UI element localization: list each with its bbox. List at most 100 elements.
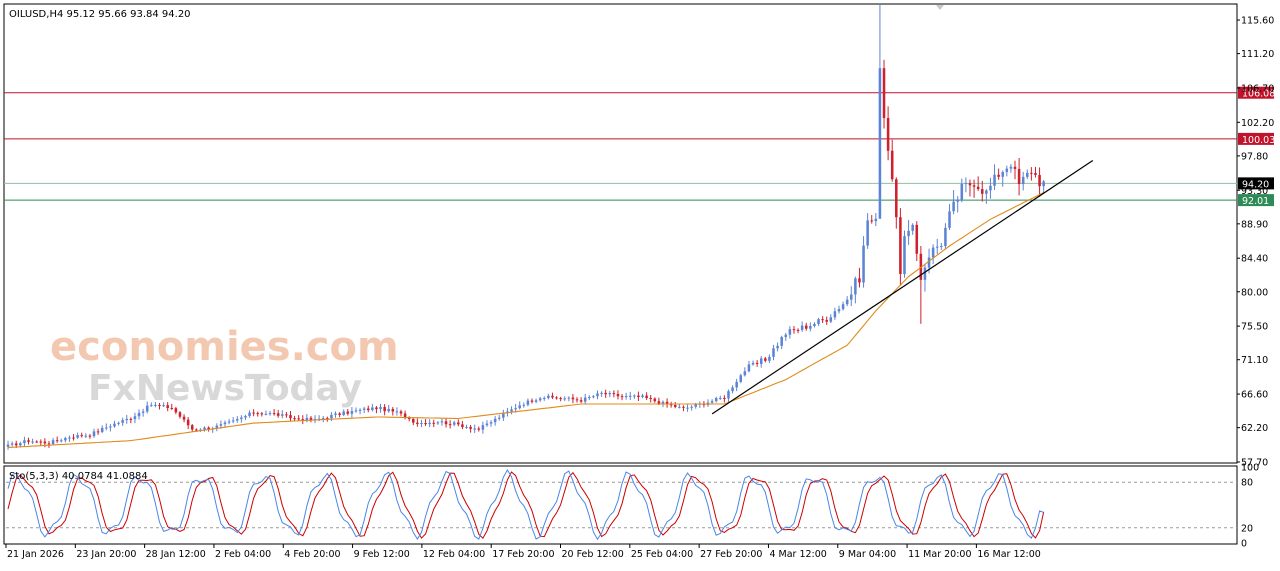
candle-body (223, 422, 227, 425)
stoch-tick-label: 80 (1241, 478, 1253, 489)
candle-body (88, 435, 92, 437)
candle-body (923, 267, 927, 280)
candle-body (244, 416, 247, 418)
candle-body (154, 404, 157, 406)
candle-body (47, 443, 51, 445)
candle-body (841, 304, 845, 310)
candle-body (31, 441, 34, 443)
candle-body (473, 428, 476, 430)
candle-body (170, 407, 174, 409)
candle-body (27, 440, 30, 442)
candle-body (935, 246, 939, 248)
candle-body (956, 199, 959, 202)
candle-body (281, 414, 284, 416)
stoch-tick-label: 20 (1241, 523, 1253, 534)
candle-body (829, 317, 833, 322)
candle-body (870, 220, 874, 222)
candle-body (858, 278, 861, 283)
candle-body (297, 418, 300, 420)
candle-body (608, 393, 612, 395)
candle-body (133, 416, 137, 420)
candle-body (358, 409, 362, 411)
candle-body (776, 345, 779, 349)
candle-body (407, 418, 411, 420)
candle-body (141, 411, 145, 413)
candle-body (555, 397, 558, 399)
candle-body (493, 418, 497, 423)
candle-body (743, 371, 747, 376)
price-panel (3, 3, 1238, 464)
candle-body (420, 422, 423, 424)
candle-body (416, 422, 419, 424)
candle-body (772, 348, 775, 357)
candle-body (952, 201, 955, 212)
candle-body (579, 400, 583, 402)
candle-body (641, 395, 644, 397)
candle-body (792, 329, 796, 331)
candle-body (653, 398, 657, 402)
candle-body (1001, 172, 1004, 177)
candle-body (809, 326, 812, 329)
candle-body (72, 437, 75, 439)
candle-body (109, 426, 112, 428)
candle-body (874, 218, 878, 222)
y-tick-label: 88.90 (1241, 219, 1268, 230)
candle-body (436, 422, 440, 424)
candle-body (1017, 168, 1021, 185)
candle-body (882, 68, 886, 118)
x-tick-label: 4 Feb 20:00 (284, 549, 340, 560)
candle-body (264, 413, 268, 415)
candle-body (514, 408, 517, 410)
candle-body (43, 441, 47, 444)
candle-body (788, 329, 792, 335)
x-tick-label: 12 Feb 04:00 (423, 549, 485, 560)
price-levels: 106.08 100.03 94.20 92.01 (4, 86, 1275, 207)
candle-body (522, 404, 526, 406)
candle-body (440, 421, 444, 423)
candle-body (735, 381, 738, 388)
candle-body (19, 443, 22, 446)
candle-body (645, 395, 648, 399)
candle-body (624, 395, 628, 397)
candle-body (346, 411, 350, 414)
y-tick-label: 97.80 (1241, 151, 1268, 162)
candle-body (845, 299, 849, 305)
candle-body (182, 416, 186, 420)
candle-body (395, 411, 399, 413)
stoch-signal-line (7, 471, 1045, 540)
candle-body (899, 217, 902, 275)
candle-body (649, 398, 652, 400)
candle-body (477, 428, 481, 430)
candle-body (813, 323, 816, 327)
candle-body (399, 411, 403, 414)
price-axis: 115.60 111.20 106.70 102.20 97.80 93.30 88.90 8… (1237, 16, 1274, 469)
candle-body (195, 429, 198, 431)
candle-body (334, 413, 337, 415)
candle-body (739, 375, 743, 382)
y-tick-label: 102.20 (1241, 118, 1274, 129)
y-tick-label: 115.60 (1241, 16, 1274, 27)
level-tag-text-92.01: 92.01 (1242, 196, 1269, 207)
chart-shift-marker[interactable] (936, 5, 944, 10)
candle-body (551, 395, 554, 398)
candle-body (563, 398, 567, 400)
candle-body (444, 421, 448, 425)
symbol-info: OILUSD,H4 95.12 95.66 93.84 94.20 (9, 9, 191, 20)
trendline[interactable] (711, 159, 1094, 415)
candle-body (628, 395, 632, 397)
candle-body (866, 220, 869, 246)
candle-body (371, 407, 374, 411)
candle-body (121, 420, 124, 423)
candle-body (207, 427, 210, 430)
level-tag-94.20 (1238, 177, 1274, 190)
candle-body (92, 431, 96, 437)
candle-body (145, 405, 149, 412)
candle-body (236, 419, 239, 421)
candle-body (993, 174, 996, 186)
candle-body (256, 413, 260, 415)
candle-body (219, 424, 223, 426)
candle-body (162, 405, 165, 407)
trendline-segment[interactable] (711, 159, 1094, 415)
